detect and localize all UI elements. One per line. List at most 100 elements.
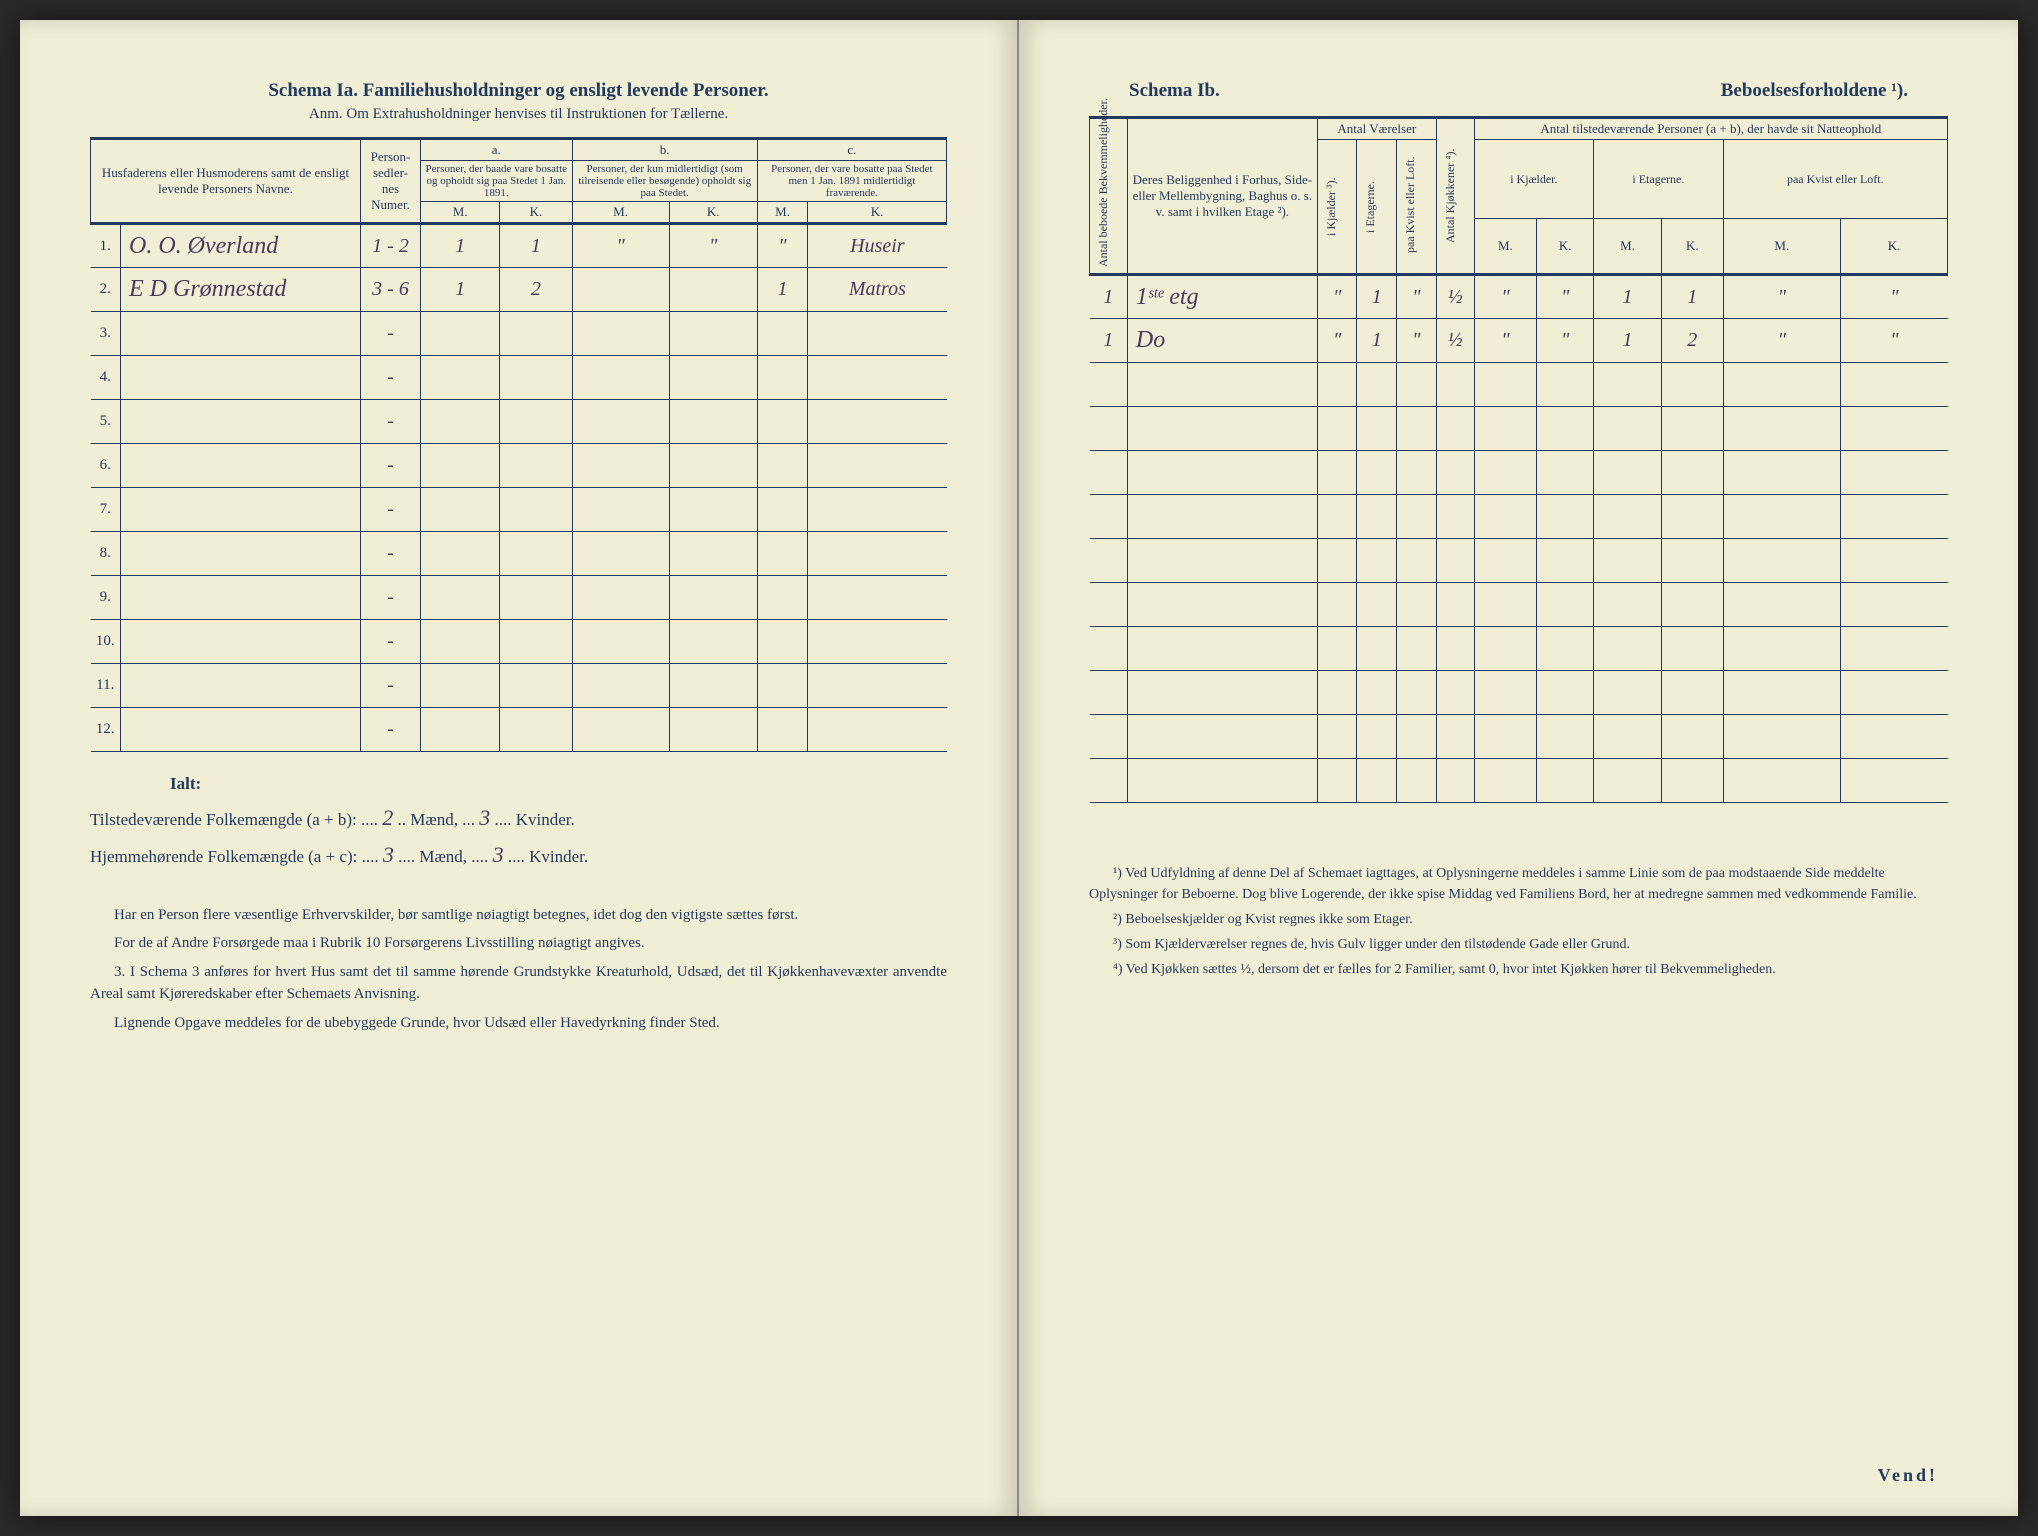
table-row [1090, 627, 1948, 671]
cell-kjok [1436, 495, 1474, 539]
cell-lk [1841, 539, 1948, 583]
person-name [121, 620, 361, 664]
cell-c-m [757, 400, 807, 444]
total1-m: 2 [382, 805, 393, 830]
cell-b-k: " [669, 224, 757, 268]
group-b-letter: b. [572, 139, 757, 161]
cell-c-m [757, 664, 807, 708]
person-numer: - [361, 444, 421, 488]
group-a-letter: a. [421, 139, 573, 161]
footnotes: ¹) Ved Udfyldning af denne Del af Schema… [1089, 863, 1948, 980]
row-number: 4. [91, 356, 121, 400]
cell-vaer-etag [1357, 495, 1397, 539]
cell-lm: " [1723, 275, 1840, 319]
col-vaer-kvist: paa Kvist eller Loft. [1397, 140, 1437, 275]
cell-b-k [669, 400, 757, 444]
cell-b-m [572, 620, 669, 664]
cell-km [1474, 671, 1537, 715]
group-vaerelser: Antal Værelser [1317, 118, 1436, 140]
cell-vaer-etag [1357, 363, 1397, 407]
cell-km: " [1474, 319, 1537, 363]
cell-b-k [669, 356, 757, 400]
cell-kk [1537, 451, 1594, 495]
cell-vaer-kvist: " [1397, 275, 1437, 319]
cell-lm [1723, 451, 1840, 495]
cell-vaer-etag [1357, 759, 1397, 803]
cell-belig [1127, 451, 1317, 495]
person-name [121, 488, 361, 532]
row-number: 7. [91, 488, 121, 532]
table-row: 10.- [91, 620, 947, 664]
cell-bekv [1090, 451, 1128, 495]
cell-km [1474, 451, 1537, 495]
person-name [121, 664, 361, 708]
r-lk: K. [1841, 219, 1948, 275]
cell-ek [1661, 627, 1723, 671]
cell-em [1594, 451, 1662, 495]
cell-b-m [572, 708, 669, 752]
cell-a-m [421, 532, 500, 576]
cell-vaer-kjael [1317, 583, 1357, 627]
col-kjokkener: Antal Kjøkkener ⁴). [1436, 118, 1474, 275]
person-name [121, 400, 361, 444]
cell-c-k [808, 356, 947, 400]
cell-em [1594, 627, 1662, 671]
cell-km [1474, 495, 1537, 539]
cell-ek [1661, 407, 1723, 451]
cell-vaer-kjael [1317, 363, 1357, 407]
cell-kk [1537, 715, 1594, 759]
cell-ek [1661, 759, 1723, 803]
cell-km [1474, 583, 1537, 627]
r-em: M. [1594, 219, 1662, 275]
vend-label: Vend! [1878, 1465, 1938, 1486]
cell-em [1594, 759, 1662, 803]
cell-vaer-kvist [1397, 407, 1437, 451]
cell-em [1594, 495, 1662, 539]
cell-c-k [808, 620, 947, 664]
cell-b-k [669, 576, 757, 620]
cell-vaer-kjael [1317, 539, 1357, 583]
table-row: 3.- [91, 312, 947, 356]
row-number: 2. [91, 268, 121, 312]
cell-lk [1841, 363, 1948, 407]
total2-k: 3 [493, 842, 504, 867]
cell-c-k [808, 312, 947, 356]
cell-km: " [1474, 275, 1537, 319]
table-row [1090, 495, 1948, 539]
person-numer: 1 - 2 [361, 224, 421, 268]
table-row: 5.- [91, 400, 947, 444]
schema-1a-table: Husfaderens eller Husmoderens samt de en… [90, 137, 947, 752]
cell-c-m [757, 532, 807, 576]
group-c-letter: c. [757, 139, 946, 161]
cell-vaer-etag: 1 [1357, 319, 1397, 363]
cell-a-k [500, 532, 572, 576]
total1-label: Tilstedeværende Folkemængde (a + b): ...… [90, 810, 378, 829]
footnote-1: ¹) Ved Udfyldning af denne Del af Schema… [1089, 863, 1948, 905]
cell-vaer-kvist: " [1397, 319, 1437, 363]
group-c-header: Personer, der vare bosatte paa Stedet me… [757, 161, 946, 202]
col-name-header: Husfaderens eller Husmoderens samt de en… [91, 139, 361, 224]
cell-c-k [808, 664, 947, 708]
cell-km [1474, 539, 1537, 583]
cell-em [1594, 671, 1662, 715]
row-number: 12. [91, 708, 121, 752]
schema-1b-table: Antal beboede Bekvemmeligheder. Deres Be… [1089, 116, 1948, 803]
cell-ek [1661, 715, 1723, 759]
cell-b-k [669, 268, 757, 312]
cell-c-m [757, 488, 807, 532]
cell-c-m [757, 708, 807, 752]
total1-k: 3 [479, 805, 490, 830]
cell-c-m [757, 444, 807, 488]
schema-1b-title-r: Beboelsesforholdene ¹). [1721, 80, 1908, 102]
row-number: 6. [91, 444, 121, 488]
cell-bekv [1090, 363, 1128, 407]
person-numer: - [361, 664, 421, 708]
cell-bekv [1090, 583, 1128, 627]
cell-lm [1723, 583, 1840, 627]
cell-b-m [572, 312, 669, 356]
para4: Lignende Opgave meddeles for de ubebygge… [90, 1012, 947, 1035]
cell-lk [1841, 407, 1948, 451]
cell-vaer-etag: 1 [1357, 275, 1397, 319]
cell-belig [1127, 363, 1317, 407]
cell-ek [1661, 583, 1723, 627]
